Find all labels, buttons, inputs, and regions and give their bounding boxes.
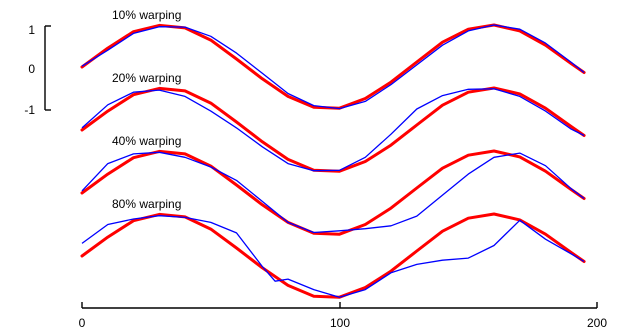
reference-series-line <box>80 212 586 299</box>
panel-label: 10% warping <box>112 8 181 22</box>
x-tick-label-200: 200 <box>587 316 607 330</box>
panel-3: 40% warping <box>80 134 586 236</box>
panel-label: 40% warping <box>112 134 181 148</box>
panel-label: 20% warping <box>112 71 181 85</box>
y-tick-label-minus-1: -1 <box>24 103 35 117</box>
y-tick-label-0: 0 <box>28 62 35 76</box>
warped-series-line <box>81 215 585 298</box>
reference-series-line <box>80 23 586 110</box>
panel-2: 20% warping <box>80 71 586 173</box>
panels: 10% warping 20% warping 40% warping 80% war… <box>80 8 586 299</box>
y-tick-label-1: 1 <box>28 23 35 37</box>
panel-4: 80% warping <box>80 197 586 299</box>
reference-series-line <box>80 86 586 173</box>
x-tick-label-0: 0 <box>79 316 86 330</box>
warped-series-line <box>81 151 585 234</box>
x-tick-label-100: 100 <box>330 316 350 330</box>
axes: 1 0 -1 0 100 200 <box>24 23 607 330</box>
panel-1: 10% warping <box>80 8 586 110</box>
warped-series-line <box>81 24 585 110</box>
warped-series-line <box>81 88 585 172</box>
reference-series-line <box>80 149 586 236</box>
panel-label: 80% warping <box>112 197 181 211</box>
